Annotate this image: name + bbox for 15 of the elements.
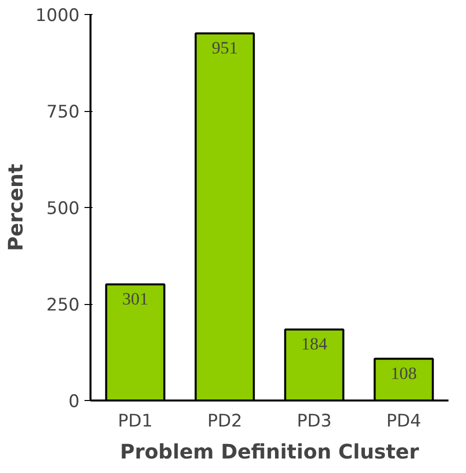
data-label: 951 — [212, 38, 238, 58]
x-tick-label: PD4 — [386, 412, 422, 432]
y-tick-label: 500 — [46, 199, 80, 219]
y-axis-title: Percent — [3, 163, 28, 252]
y-tick-label: 0 — [68, 392, 80, 412]
y-tick-label: 750 — [46, 102, 80, 122]
data-label: 108 — [390, 364, 417, 383]
y-tick-label: 1000 — [35, 6, 80, 26]
x-tick-label: PD1 — [118, 412, 153, 432]
x-tick-label: PD2 — [207, 412, 242, 432]
x-tick-label: PD3 — [296, 412, 332, 432]
y-tick-label: 250 — [46, 296, 80, 316]
x-axis-title: Problem Definition Cluster — [120, 440, 420, 464]
data-label: 301 — [122, 289, 148, 308]
data-label: 184 — [301, 334, 328, 354]
